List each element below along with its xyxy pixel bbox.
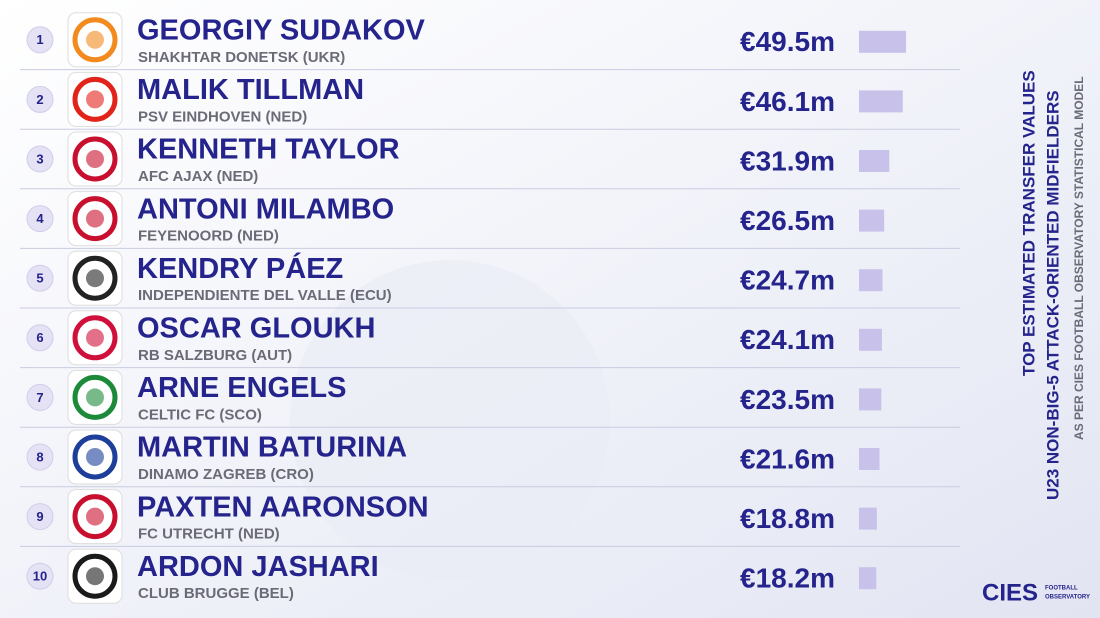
rank-badge [26, 383, 54, 411]
club-name: DINAMO ZAGREB (CRO) [138, 466, 314, 483]
rank: 3 [36, 151, 43, 166]
brand-tagline: OBSERVATORY [1045, 595, 1090, 601]
value-label: €26.5m [740, 205, 835, 236]
value-label: €18.8m [740, 503, 835, 534]
rank-badge [26, 264, 54, 292]
club-logo-core [86, 448, 104, 466]
rank-badge [26, 85, 54, 113]
rank: 2 [36, 92, 43, 107]
player-name: ARDON JASHARI [137, 551, 379, 583]
ball-decoration [290, 260, 610, 580]
value-label: €24.1m [740, 324, 835, 355]
rank: 5 [36, 271, 43, 286]
club-logo-core [86, 150, 104, 168]
player-name: ANTONI MILAMBO [137, 193, 394, 225]
club-name: PSV EINDHOVEN (NED) [138, 108, 307, 125]
player-name: OSCAR GLOUKH [137, 312, 375, 344]
club-name: CLUB BRUGGE (BEL) [138, 585, 294, 602]
club-name: FEYENOORD (NED) [138, 228, 279, 245]
rank-badge [26, 26, 54, 54]
player-name: MARTIN BATURINA [137, 432, 407, 464]
club-logo-core [86, 30, 104, 49]
club-logo-core [86, 209, 104, 228]
club-name: FC UTRECHT (NED) [138, 526, 280, 543]
brand-tagline: FOOTBALL [1045, 586, 1078, 592]
value-label: €23.5m [740, 384, 835, 415]
bar [859, 209, 885, 232]
value-label: €31.9m [740, 145, 835, 176]
bar [859, 328, 882, 351]
chart-title: U23 NON-BIG-5 ATTACK-ORIENTED MIDFIELDER… [1043, 90, 1062, 500]
player-name: PAXTEN AARONSON [137, 491, 429, 523]
player-name: KENDRY PÁEZ [137, 251, 343, 285]
rank-badge [26, 145, 54, 173]
club-logo-core [86, 90, 104, 109]
club-name: CELTIC FC (SCO) [138, 406, 262, 423]
bar [859, 269, 883, 292]
rank: 6 [36, 330, 43, 345]
chart-title: TOP ESTIMATED TRANSFER VALUES [1019, 70, 1038, 376]
club-logo-core [86, 388, 104, 407]
value-label: €49.5m [740, 26, 835, 57]
bar [859, 90, 903, 113]
rank: 1 [36, 32, 43, 47]
rank-badge [26, 205, 54, 233]
rank: 8 [36, 449, 43, 464]
club-name: INDEPENDIENTE DEL VALLE (ECU) [138, 287, 392, 304]
club-name: AFC AJAX (NED) [138, 168, 258, 185]
value-label: €46.1m [740, 86, 835, 117]
bar [859, 448, 880, 470]
rank-badge [26, 443, 54, 471]
player-name: MALIK TILLMAN [137, 74, 364, 106]
bar [859, 30, 907, 53]
brand-logo: CIES [982, 579, 1038, 606]
club-logo-core [86, 507, 104, 526]
chart-subtitle: AS PER CIES FOOTBALL OBSERVATORY STATIST… [1072, 76, 1086, 440]
value-label: €24.7m [740, 265, 835, 296]
club-logo-core [86, 567, 104, 586]
rank: 10 [33, 569, 47, 584]
club-logo-core [86, 328, 104, 347]
club-name: RB SALZBURG (AUT) [138, 347, 292, 364]
bar [859, 567, 877, 590]
player-name: ARNE ENGELS [137, 372, 346, 404]
rank: 7 [36, 390, 43, 405]
bar [859, 150, 890, 172]
value-label: €18.2m [740, 563, 835, 594]
rank-badge [26, 562, 54, 590]
bar [859, 388, 882, 411]
value-label: €21.6m [740, 443, 835, 474]
rank-badge [26, 324, 54, 352]
rank: 9 [36, 509, 43, 524]
club-name: SHAKHTAR DONETSK (UKR) [138, 49, 345, 66]
bar [859, 507, 877, 530]
player-name: GEORGIY SUDAKOV [137, 14, 426, 46]
rank: 4 [36, 211, 44, 226]
player-name: KENNETH TAYLOR [137, 134, 400, 166]
rank-badge [26, 503, 54, 531]
club-logo-core [86, 269, 104, 288]
